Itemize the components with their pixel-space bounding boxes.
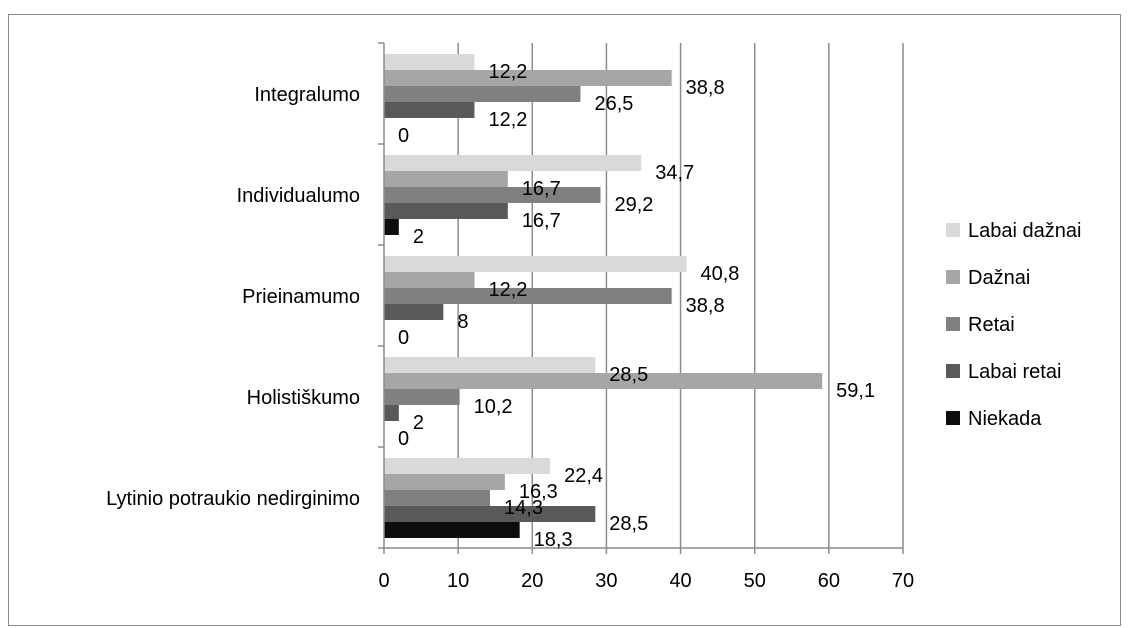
x-tick-label-0: 0 [378,570,389,592]
x-tick-label-30: 30 [595,570,617,592]
data-label-retai-individualumo: 29,2 [614,194,653,216]
category-label-lytinio-potraukio-nedirginimo: Lytinio potraukio nedirginimo [106,488,360,510]
data-label-labai-daznai-lytinio-potraukio-nedirginimo: 22,4 [564,465,603,487]
data-label-labai-daznai-prieinamumo: 40,8 [701,263,740,285]
bar-labai-retai-integralumo [384,102,475,118]
data-label-retai-prieinamumo: 38,8 [686,295,725,317]
x-tick-labels: 0 10 20 30 40 50 60 70 [378,570,914,592]
bar-retai-individualumo [384,187,601,203]
data-label-labai-retai-lytinio-potraukio-nedirginimo: 28,5 [609,513,648,535]
data-label-labai-retai-prieinamumo: 8 [457,311,468,333]
legend-label-daznai: Dažnai [968,267,1030,289]
legend-swatch-retai [946,317,960,331]
x-tick-label-40: 40 [669,570,691,592]
data-label-retai-lytinio-potraukio-nedirginimo: 14,3 [504,497,543,519]
x-tick-label-60: 60 [818,570,840,592]
data-label-labai-daznai-individualumo: 34,7 [655,162,694,184]
bars [384,54,823,538]
data-label-retai-holistiskumo: 10,2 [474,396,513,418]
data-label-labai-retai-holistiskumo: 2 [413,412,424,434]
data-label-daznai-individualumo: 16,7 [522,178,561,200]
bar-niekada-lytinio-potraukio-nedirginimo [384,522,520,538]
data-label-niekada-prieinamumo: 0 [398,327,409,349]
data-labels: 12,2 38,8 26,5 12,2 0 34,7 16,7 29,2 16,7 2 40,8 12… [398,61,875,551]
bar-labai-retai-holistiskumo [384,405,399,421]
bar-daznai-individualumo [384,171,508,187]
bar-daznai-prieinamumo [384,272,475,288]
x-tick-label-70: 70 [892,570,914,592]
category-label-holistiskumo: Holistiškumo [247,387,360,409]
x-tick-label-10: 10 [447,570,469,592]
category-label-individualumo: Individualumo [237,185,360,207]
legend-swatch-labai-daznai [946,223,960,237]
legend-label-labai-retai: Labai retai [968,361,1061,383]
bar-daznai-integralumo [384,70,672,86]
bar-labai-daznai-individualumo [384,155,642,171]
legend-label-retai: Retai [968,314,1015,336]
legend-swatch-niekada [946,411,960,425]
legend-swatch-daznai [946,270,960,284]
bar-labai-retai-prieinamumo [384,304,444,320]
legend-label-labai-daznai: Labai dažnai [968,220,1081,242]
category-label-integralumo: Integralumo [254,84,360,106]
data-label-niekada-individualumo: 2 [413,226,424,248]
x-tick-label-20: 20 [521,570,543,592]
data-label-daznai-holistiskumo: 59,1 [836,380,875,402]
bar-retai-holistiskumo [384,389,460,405]
category-label-prieinamumo: Prieinamumo [242,286,360,308]
bar-labai-retai-individualumo [384,203,508,219]
data-label-retai-integralumo: 26,5 [594,93,633,115]
legend-label-niekada: Niekada [968,408,1042,430]
bar-labai-retai-lytinio-potraukio-nedirginimo [384,506,596,522]
legend-swatch-labai-retai [946,364,960,378]
bar-daznai-lytinio-potraukio-nedirginimo [384,474,505,490]
data-label-daznai-integralumo: 38,8 [686,77,725,99]
bar-retai-prieinamumo [384,288,672,304]
data-label-niekada-integralumo: 0 [398,125,409,147]
x-tick-label-50: 50 [744,570,766,592]
bar-retai-integralumo [384,86,581,102]
chart-frame [8,14,1121,626]
data-label-labai-daznai-integralumo: 12,2 [488,61,527,83]
bar-retai-lytinio-potraukio-nedirginimo [384,490,491,506]
bar-labai-daznai-lytinio-potraukio-nedirginimo [384,458,551,474]
bar-labai-daznai-prieinamumo [384,256,687,272]
data-label-labai-daznai-holistiskumo: 28,5 [609,364,648,386]
data-label-daznai-lytinio-potraukio-nedirginimo: 16,3 [519,481,558,503]
data-label-labai-retai-integralumo: 12,2 [488,109,527,131]
data-label-labai-retai-individualumo: 16,7 [522,210,561,232]
bar-daznai-holistiskumo [384,373,823,389]
bar-niekada-individualumo [384,219,399,235]
category-labels: Integralumo Individualumo Prieinamumo Holis… [106,84,360,510]
bar-labai-daznai-holistiskumo [384,357,596,373]
data-label-daznai-prieinamumo: 12,2 [488,279,527,301]
bar-labai-daznai-integralumo [384,54,475,70]
axes [378,42,904,554]
data-label-niekada-holistiskumo: 0 [398,428,409,450]
data-label-niekada-lytinio-potraukio-nedirginimo: 18,3 [534,529,573,551]
legend: Labai dažnai Dažnai Retai Labai retai Niekad… [946,220,1081,430]
